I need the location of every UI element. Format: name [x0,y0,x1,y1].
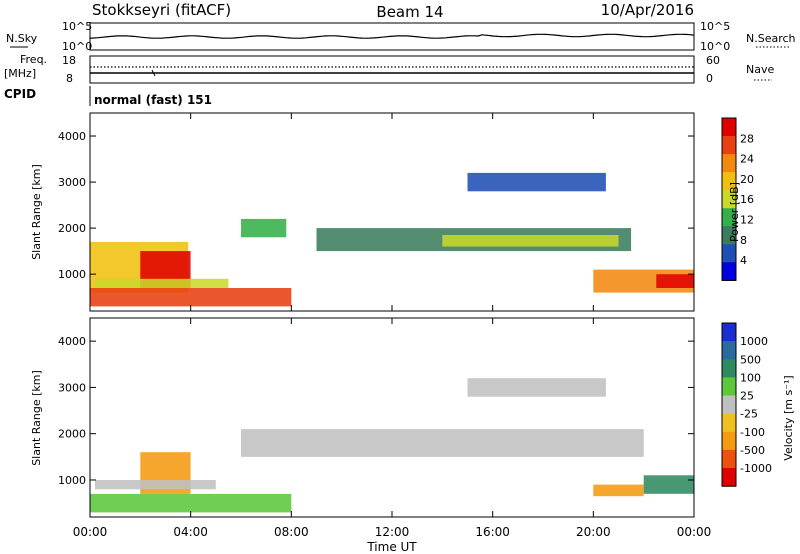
velocity-colorbar-tick-3: 25 [740,390,754,403]
time-tick-label-0: 00:00 [73,525,108,539]
time-tick-label-3: 12:00 [375,525,410,539]
power-ytick-label-2: 3000 [58,176,86,189]
cpid-label: CPID [4,87,36,101]
nsearch-tick-bottom: 10^0 [700,40,730,53]
freq-panel-frame [89,55,695,84]
velocity-colorbar-swatch-5 [722,413,736,433]
power-region-2 [90,288,292,307]
velocity-colorbar: 1000 500 100 25 -25 -100 -500 -1000 [721,322,772,487]
power-colorbar-frame [721,117,737,281]
velocity-heatmap [90,378,694,513]
freq-tick-bottom: 8 [66,72,73,85]
velocity-region-3 [241,429,644,457]
date-title: 10/Apr/2016 [601,1,694,19]
power-colorbar-swatch-8 [722,262,736,281]
velocity-colorbar-swatch-2 [722,359,736,378]
velocity-colorbar-frame [721,322,737,487]
power-region-4 [241,218,287,238]
velocity-colorbar-tick-7: -1000 [740,462,772,475]
nsky-tick-bottom: 10^0 [62,40,92,53]
nsky-label: N.Sky [6,32,38,45]
power-colorbar-swatch-4 [722,190,736,209]
nsearch-label: N.Search [746,32,796,45]
velocity-colorbar-tick-0: 1000 [740,335,768,348]
velocity-ytick-label-2: 3000 [58,381,86,394]
power-colorbar-tick-1: 24 [740,153,754,166]
freq-glitch [151,69,156,77]
time-tick-label-1: 04:00 [173,525,208,539]
power-colorbar-tick-6: 4 [740,254,747,267]
velocity-colorbar-swatch-1 [722,341,736,360]
cpid-value: normal (fast) 151 [94,93,212,107]
nsearch-tick-top: 10^5 [700,20,730,33]
power-colorbar-swatch-0 [722,118,736,137]
velocity-colorbar-label: Velocity [m s⁻¹] [782,375,795,460]
time-tick-label-5: 20:00 [576,525,611,539]
time-tick-label-6: 00:00 [677,525,712,539]
velocity-colorbar-tick-6: -500 [740,444,765,457]
freq-tick-top: 18 [62,54,76,67]
power-colorbar-tick-2: 20 [740,173,754,186]
power-colorbar-tick-0: 28 [740,132,754,145]
power-colorbar-tick-4: 12 [740,213,754,226]
power-axes: 1000 2000 3000 4000 [58,130,694,281]
power-colorbar-swatch-5 [722,208,736,227]
velocity-ylabel: Slant Range [km] [30,370,43,466]
freq-label-line2: [MHz] [4,67,36,80]
power-colorbar-swatch-7 [722,244,736,263]
freq-label-line1: Freq. [20,53,47,66]
velocity-colorbar-swatch-3 [722,377,736,396]
power-region-3 [95,278,229,288]
velocity-colorbar-swatch-4 [722,395,736,415]
time-axis: 00:00 04:00 08:00 12:00 16:00 20:00 00:00 [73,113,712,539]
power-ylabel: Slant Range [km] [30,164,43,260]
velocity-colorbar-tick-4: -25 [740,408,758,421]
power-region-6 [442,235,619,247]
power-colorbar-swatch-1 [722,136,736,155]
station-title: Stokkseyri (fitACF) [92,1,231,19]
power-ytick-label-3: 4000 [58,130,86,143]
velocity-region-5 [593,484,644,497]
velocity-ytick-label-0: 1000 [58,474,86,487]
velocity-colorbar-swatch-6 [722,431,736,451]
power-colorbar-tick-5: 8 [740,234,747,247]
velocity-region-4 [467,378,606,397]
velocity-region-0 [90,493,292,513]
xlabel: Time UT [366,540,417,554]
velocity-colorbar-swatch-0 [722,323,736,342]
velocity-ytick-label-3: 4000 [58,335,86,348]
nave-tick-bottom: 0 [706,72,713,85]
velocity-ytick-label-1: 2000 [58,428,86,441]
velocity-colorbar-tick-5: -100 [740,426,765,439]
nave-tick-top: 60 [706,54,720,67]
nave-label: Nave [746,63,774,76]
power-colorbar-swatch-3 [722,172,736,191]
velocity-axes: 1000 2000 3000 4000 [58,335,694,487]
velocity-colorbar-tick-1: 500 [740,353,761,366]
noise-trace [89,33,695,39]
power-colorbar: 28 24 20 16 12 8 4 [721,117,754,281]
power-heatmap [90,172,695,307]
noise-panel-frame [89,22,695,51]
power-colorbar-label: Power [dB] [728,182,741,242]
power-region-7 [467,172,606,192]
time-tick-label-4: 16:00 [475,525,510,539]
power-region-9 [656,274,695,288]
velocity-region-2 [95,480,216,490]
nsky-tick-top: 10^5 [62,20,92,33]
power-ytick-label-1: 2000 [58,222,86,235]
time-tick-label-2: 08:00 [274,525,309,539]
power-colorbar-tick-3: 16 [740,193,754,206]
power-colorbar-swatch-6 [722,226,736,245]
velocity-colorbar-swatch-8 [722,468,736,487]
velocity-colorbar-tick-2: 100 [740,371,761,384]
beam-title: Beam 14 [376,3,443,21]
power-colorbar-swatch-2 [722,154,736,173]
velocity-colorbar-swatch-7 [722,449,736,469]
velocity-region-6 [643,475,694,494]
power-ytick-label-0: 1000 [58,268,86,281]
